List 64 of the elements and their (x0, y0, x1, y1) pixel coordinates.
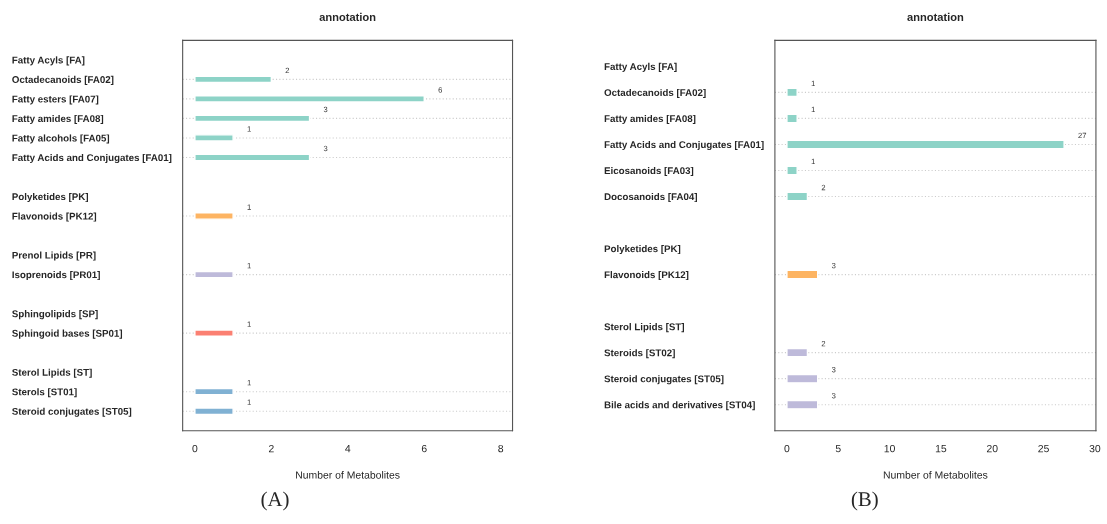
bar (786, 165, 798, 176)
y-tick-label: Eicosanoids [FA03] (604, 166, 694, 177)
y-tick-label: Fatty Acyls [FA] (12, 56, 85, 66)
x-tick-label: 6 (421, 444, 427, 453)
y-tick-label: Prenol Lipids [PR] (12, 251, 96, 261)
y-tick-label: Sphingolipids [SP] (12, 310, 98, 320)
bar (194, 75, 273, 84)
bar (786, 139, 1065, 150)
y-tick-label: Fatty amides [FA08] (12, 114, 104, 124)
bar (786, 399, 819, 410)
x-tick-label: 30 (1089, 444, 1101, 453)
bar (194, 114, 311, 123)
text: (A) (261, 491, 289, 511)
y-tick-label: Flavonoids [PK12] (12, 212, 97, 222)
y-tick-label: Fatty Acids and Conjugates [FA01] (604, 140, 764, 151)
bar (194, 95, 425, 103)
bar (786, 87, 798, 98)
bar (786, 373, 819, 384)
bar (786, 113, 798, 124)
bar (194, 407, 234, 416)
y-tick-label: Octadecanoids [FA02] (12, 75, 114, 85)
y-tick-label: Polyketides [PK] (12, 192, 88, 203)
y-tick-label: Steroids [ST02] (604, 349, 675, 359)
y-tick-label: Octadecanoids [FA02] (604, 88, 706, 98)
bar (194, 329, 234, 337)
chart-title: annotation (907, 12, 964, 22)
x-tick-label: 0 (784, 444, 790, 453)
bar (786, 269, 819, 280)
x-tick-label: 0 (192, 444, 198, 453)
y-tick-label: Fatty amides [FA08] (604, 114, 696, 124)
y-tick-label: Sterol Lipids [ST] (604, 323, 684, 333)
x-axis-title: Number of Metabolites (296, 470, 400, 479)
x-tick-label: 8 (498, 444, 504, 453)
y-tick-label: Bile acids and derivatives [ST04] (604, 401, 755, 411)
chart-title: annotation (319, 12, 376, 22)
bar (194, 270, 234, 279)
bar (786, 191, 809, 202)
x-axis-title: Number of Metabolites (883, 470, 988, 479)
y-tick-label: Fatty alcohols [FA05] (12, 134, 110, 144)
y-tick-label: Isoprenoids [PR01] (12, 271, 100, 281)
y-tick-label: Sterol Lipids [ST] (12, 368, 92, 378)
y-tick-label: Steroid conjugates [ST05] (12, 407, 132, 417)
y-tick-label: Fatty esters [FA07] (12, 95, 99, 105)
y-tick-label: Docosanoids [FA04] (604, 192, 697, 203)
bar (194, 134, 234, 142)
text: (B) (851, 491, 878, 511)
x-tick-label: 2 (268, 444, 274, 453)
y-tick-label: Polyketides [PK] (604, 245, 681, 255)
y-tick-label: Fatty Acids and Conjugates [FA01] (12, 153, 172, 164)
bar (194, 153, 311, 162)
bar (194, 212, 234, 220)
y-tick-label: Sterols [ST01] (12, 388, 77, 398)
x-tick-label: 25 (1038, 444, 1049, 453)
x-tick-label: 5 (835, 445, 841, 453)
x-tick-label: 15 (935, 445, 947, 453)
x-tick-label: 10 (884, 444, 895, 453)
bar (194, 387, 234, 396)
x-tick-label: 4 (345, 445, 351, 453)
y-tick-label: Steroid conjugates [ST05] (604, 375, 724, 385)
y-tick-label: Flavonoids [PK12] (604, 271, 689, 281)
y-tick-label: Sphingoid bases [SP01] (12, 329, 123, 339)
y-tick-label: Fatty Acyls [FA] (604, 62, 677, 72)
bar (786, 347, 809, 358)
x-tick-label: 20 (986, 444, 998, 453)
